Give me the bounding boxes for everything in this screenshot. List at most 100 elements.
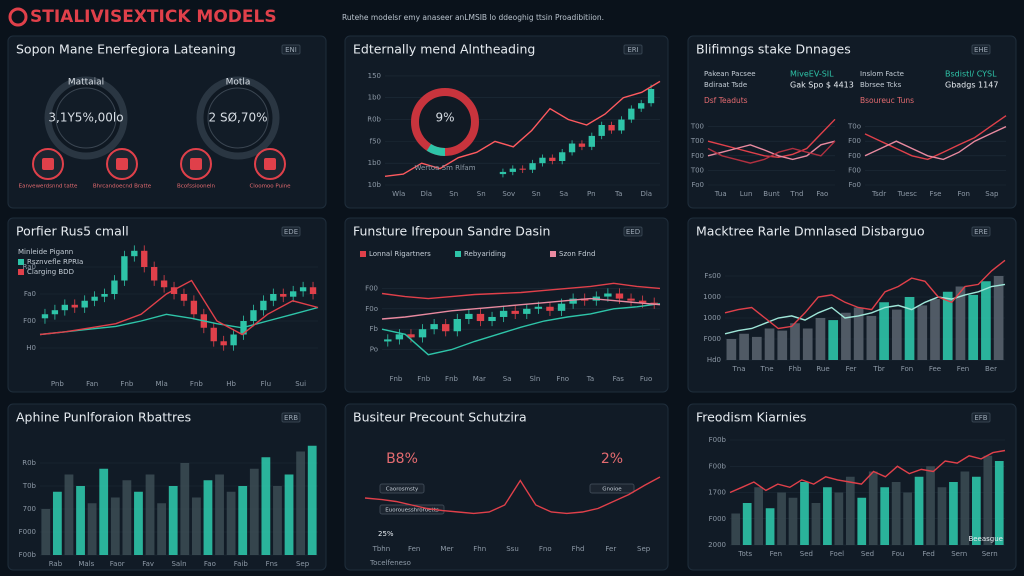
x-tick-label: Sern (951, 550, 967, 558)
x-tick-label: Fen (408, 545, 420, 553)
candle-body (608, 125, 615, 131)
panel-title: Blifimngs stake Dnnages (696, 42, 851, 57)
line-series (381, 303, 661, 356)
y-tick-label: Fb (370, 325, 379, 333)
x-tick-label: Fse (930, 190, 942, 198)
candle-body (628, 108, 635, 120)
bar (834, 492, 844, 545)
x-tick-label: Tne (759, 365, 773, 373)
y-tick-label: F00b (709, 436, 727, 444)
y-tick-label: Hd0 (707, 356, 721, 364)
y-tick-label: 2000 (708, 541, 726, 549)
candle-body (101, 294, 108, 297)
panel-badge (623, 226, 643, 237)
candle-body (230, 334, 237, 346)
line-series (729, 449, 1006, 494)
y-tick-label: T0b (22, 482, 37, 490)
bar (823, 487, 832, 545)
bar (296, 451, 306, 555)
bar (841, 312, 851, 360)
candle-body (568, 143, 576, 153)
bar (87, 503, 97, 555)
bar (76, 486, 85, 555)
x-tick-label: Sn (477, 190, 486, 198)
x-tick-label: Saln (171, 560, 186, 568)
line-series (381, 282, 661, 300)
x-tick-label: Rab (49, 560, 63, 568)
x-tick-label: Rue (816, 365, 829, 373)
bar (739, 333, 749, 360)
bar (122, 480, 132, 555)
x-tick-label: Fee (929, 365, 941, 373)
panel-title: Macktree Rarle Dmnlased Disbarguo (696, 224, 925, 239)
candle-body (615, 293, 624, 299)
stat-text: Gak Spo $ 4413 (790, 81, 854, 90)
bar (815, 318, 826, 360)
y-tick-label: 1000 (703, 293, 721, 301)
bar (955, 286, 966, 360)
x-tick-label: Fnb (190, 380, 203, 388)
bar (960, 471, 970, 545)
legend-swatch (360, 251, 366, 257)
y-tick-label: f50 (370, 137, 381, 145)
x-tick-label: Tbr (872, 365, 885, 373)
y-tick-label: 1b0 (368, 94, 381, 102)
x-tick-label: Fno (539, 545, 552, 553)
bar (273, 486, 282, 555)
bar (764, 328, 775, 360)
x-tick-label: Fan (86, 380, 98, 388)
badge-label: EED (626, 228, 640, 236)
candle-body (180, 294, 188, 301)
logo (8, 7, 28, 27)
x-tick-label: Tna (731, 365, 745, 373)
item-label: Bcofssiooneln (177, 184, 215, 190)
candle-body (588, 135, 595, 147)
bar (790, 323, 800, 360)
line-series (39, 279, 319, 336)
x-tick-label: Fnb (120, 380, 133, 388)
stat-text: Gbadgs 1147 (945, 81, 998, 90)
candle-body (51, 310, 59, 315)
x-tick-label: Fnb (417, 375, 430, 383)
x-tick-label: Ssu (506, 545, 519, 553)
x-tick-label: Fer (605, 545, 616, 553)
candle-body (309, 287, 317, 294)
x-tick-label: Fas (613, 375, 625, 383)
item-label: Bhrcandoecnd Bratte (93, 184, 152, 190)
bar (891, 482, 901, 545)
bar (726, 339, 737, 360)
candle-body (529, 163, 536, 170)
candle-body (511, 310, 519, 314)
y-tick-label: F00 (23, 317, 36, 325)
legend-swatch (455, 251, 461, 257)
candle-body (598, 125, 605, 136)
candle-body (557, 303, 566, 311)
candle-body (499, 310, 508, 317)
x-tick-label: Fer (846, 365, 857, 373)
candle-body (523, 308, 531, 314)
panel-badge (623, 44, 643, 55)
bar (904, 297, 915, 360)
x-tick-label: Sed (800, 550, 813, 558)
item-glyph (190, 158, 202, 170)
line-series (39, 306, 319, 336)
item-glyph (264, 158, 276, 170)
callout: Euorouesshroroetts (385, 508, 439, 514)
x-tick-label: Fno (556, 375, 569, 383)
panel-title: Freodism Kiarnies (696, 410, 806, 425)
bar (777, 330, 788, 360)
x-tick-label: Fns (266, 560, 278, 568)
line-series (707, 140, 836, 164)
candle-body (81, 300, 88, 308)
y-tick-label: F00b (19, 551, 37, 559)
item-glyph (116, 158, 128, 170)
bar (926, 466, 935, 545)
candle-body (280, 294, 287, 297)
candle-body (250, 310, 257, 321)
candle-body (618, 119, 625, 131)
y-tick-label: F00 (365, 284, 378, 292)
bar (891, 309, 902, 360)
y-tick-label: F00 (848, 166, 861, 174)
x-tick-label: Tbhn (372, 545, 391, 553)
candle-body (121, 256, 128, 281)
